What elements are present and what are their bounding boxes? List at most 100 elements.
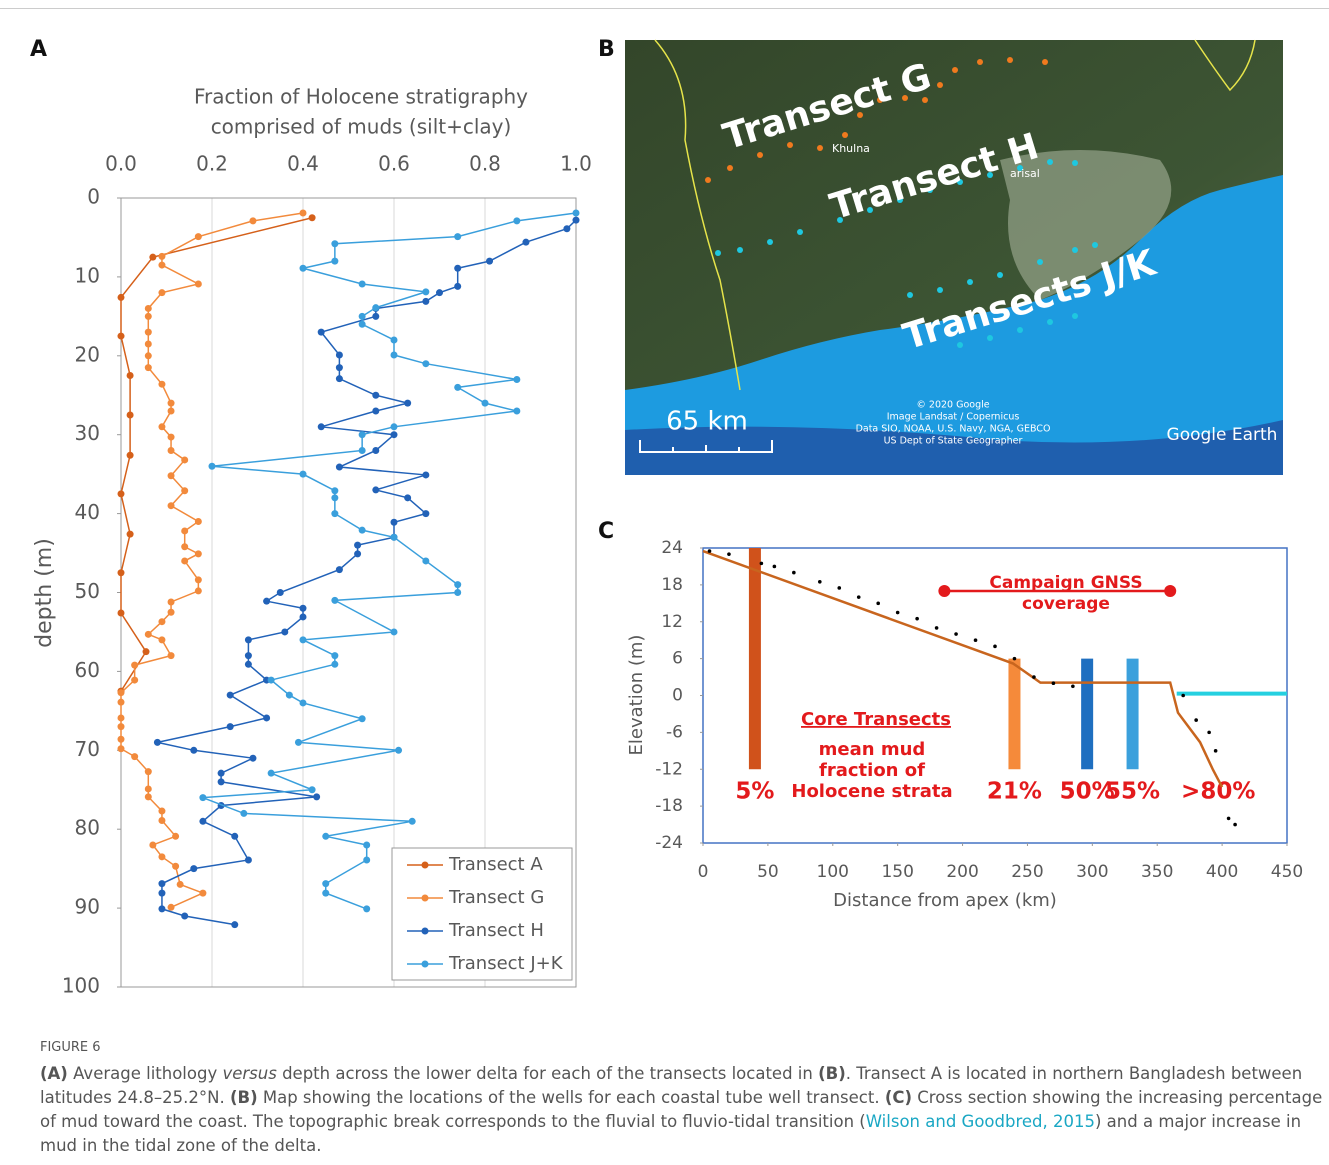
legend-swatch: [422, 928, 429, 935]
data-point: [422, 471, 429, 478]
data-point: [454, 581, 461, 588]
well-dot: [977, 59, 983, 65]
x-tick-label: 0.6: [378, 152, 410, 176]
well-dot: [842, 132, 848, 138]
legend-swatch: [422, 895, 429, 902]
data-point: [993, 645, 997, 649]
well-dot: [987, 335, 993, 341]
data-point: [391, 337, 398, 344]
data-point: [168, 447, 175, 454]
caption-segment: (B): [230, 1088, 258, 1107]
data-point: [249, 217, 256, 224]
panel-label: C: [598, 519, 614, 544]
caption-segment: (B): [818, 1064, 846, 1083]
chart-title: comprised of muds (silt+clay): [211, 115, 512, 139]
scale-label: 65 km: [666, 407, 748, 437]
data-point: [359, 527, 366, 534]
legend-label: Transect J+K: [448, 953, 564, 974]
core-label: >80%: [1181, 779, 1255, 805]
data-point: [773, 565, 777, 569]
caption-segment: versus: [222, 1064, 276, 1083]
core-label: 21%: [987, 779, 1042, 805]
legend-swatch: [422, 862, 429, 869]
data-point: [359, 447, 366, 454]
caption-segment[interactable]: Wilson and Goodbred, 2015: [866, 1112, 1095, 1131]
data-point: [404, 400, 411, 407]
data-point: [318, 423, 325, 430]
data-point: [454, 384, 461, 391]
data-point: [195, 587, 202, 594]
data-point: [322, 833, 329, 840]
attribution: © 2020 Google: [916, 400, 989, 411]
well-dot: [757, 152, 763, 158]
data-point: [391, 431, 398, 438]
data-point: [145, 329, 152, 336]
data-point: [760, 562, 764, 566]
data-point: [336, 364, 343, 371]
data-point: [168, 434, 175, 441]
data-point: [404, 494, 411, 501]
well-dot: [967, 279, 973, 285]
x-tick-label: 0.4: [287, 152, 319, 176]
data-point: [309, 214, 316, 221]
data-point: [857, 595, 861, 599]
map: Transect G Transect H Transects J/K Khul…: [625, 40, 1283, 475]
core-label: 5%: [735, 779, 774, 805]
x-tick-label: 400: [1206, 862, 1238, 882]
figure: A B C Transect G Transect H Transects J/…: [0, 0, 1329, 1030]
data-point: [199, 890, 206, 897]
data-point: [145, 313, 152, 320]
data-point: [331, 494, 338, 501]
data-point: [331, 258, 338, 265]
data-point: [158, 636, 165, 643]
data-point: [354, 542, 361, 549]
data-point: [158, 817, 165, 824]
data-point: [181, 456, 188, 463]
core-bar: [1008, 659, 1020, 770]
data-point: [454, 589, 461, 596]
data-point: [359, 431, 366, 438]
x-tick-label: 0.0: [105, 152, 137, 176]
data-point: [954, 632, 958, 636]
data-point: [454, 233, 461, 240]
well-dot: [767, 239, 773, 245]
data-point: [245, 636, 252, 643]
data-point: [1214, 749, 1218, 753]
data-point: [513, 408, 520, 415]
caption-label: FIGURE 6: [40, 1036, 1325, 1060]
caption: FIGURE 6 (A) Average lithology versus de…: [40, 1036, 1325, 1158]
data-point: [145, 364, 152, 371]
data-point: [391, 628, 398, 635]
data-point: [391, 519, 398, 526]
x-tick-label: 200: [946, 862, 978, 882]
well-dot: [797, 229, 803, 235]
series-line: [203, 213, 576, 909]
data-point: [309, 786, 316, 793]
x-tick-label: 350: [1141, 862, 1173, 882]
y-tick-label: 50: [75, 579, 100, 603]
data-point: [218, 778, 225, 785]
data-point: [876, 602, 880, 606]
data-point: [158, 853, 165, 860]
data-point: [354, 550, 361, 557]
caption-segment: depth across the lower delta for each of…: [277, 1064, 818, 1083]
data-point: [145, 768, 152, 775]
data-point: [158, 808, 165, 815]
x-tick-label: 100: [817, 862, 849, 882]
y-tick-label: 24: [661, 538, 683, 558]
well-dot: [1072, 313, 1078, 319]
data-point: [118, 736, 125, 743]
data-point: [195, 281, 202, 288]
data-point: [231, 833, 238, 840]
data-point: [145, 305, 152, 312]
core-subtitle: fraction of: [819, 760, 925, 781]
data-point: [190, 865, 197, 872]
data-point: [513, 376, 520, 383]
data-point: [482, 400, 489, 407]
well-dot: [715, 250, 721, 256]
data-point: [131, 677, 138, 684]
well-dot: [1047, 159, 1053, 165]
well-dot: [1017, 327, 1023, 333]
y-tick-label: -18: [655, 796, 683, 816]
data-point: [231, 921, 238, 928]
